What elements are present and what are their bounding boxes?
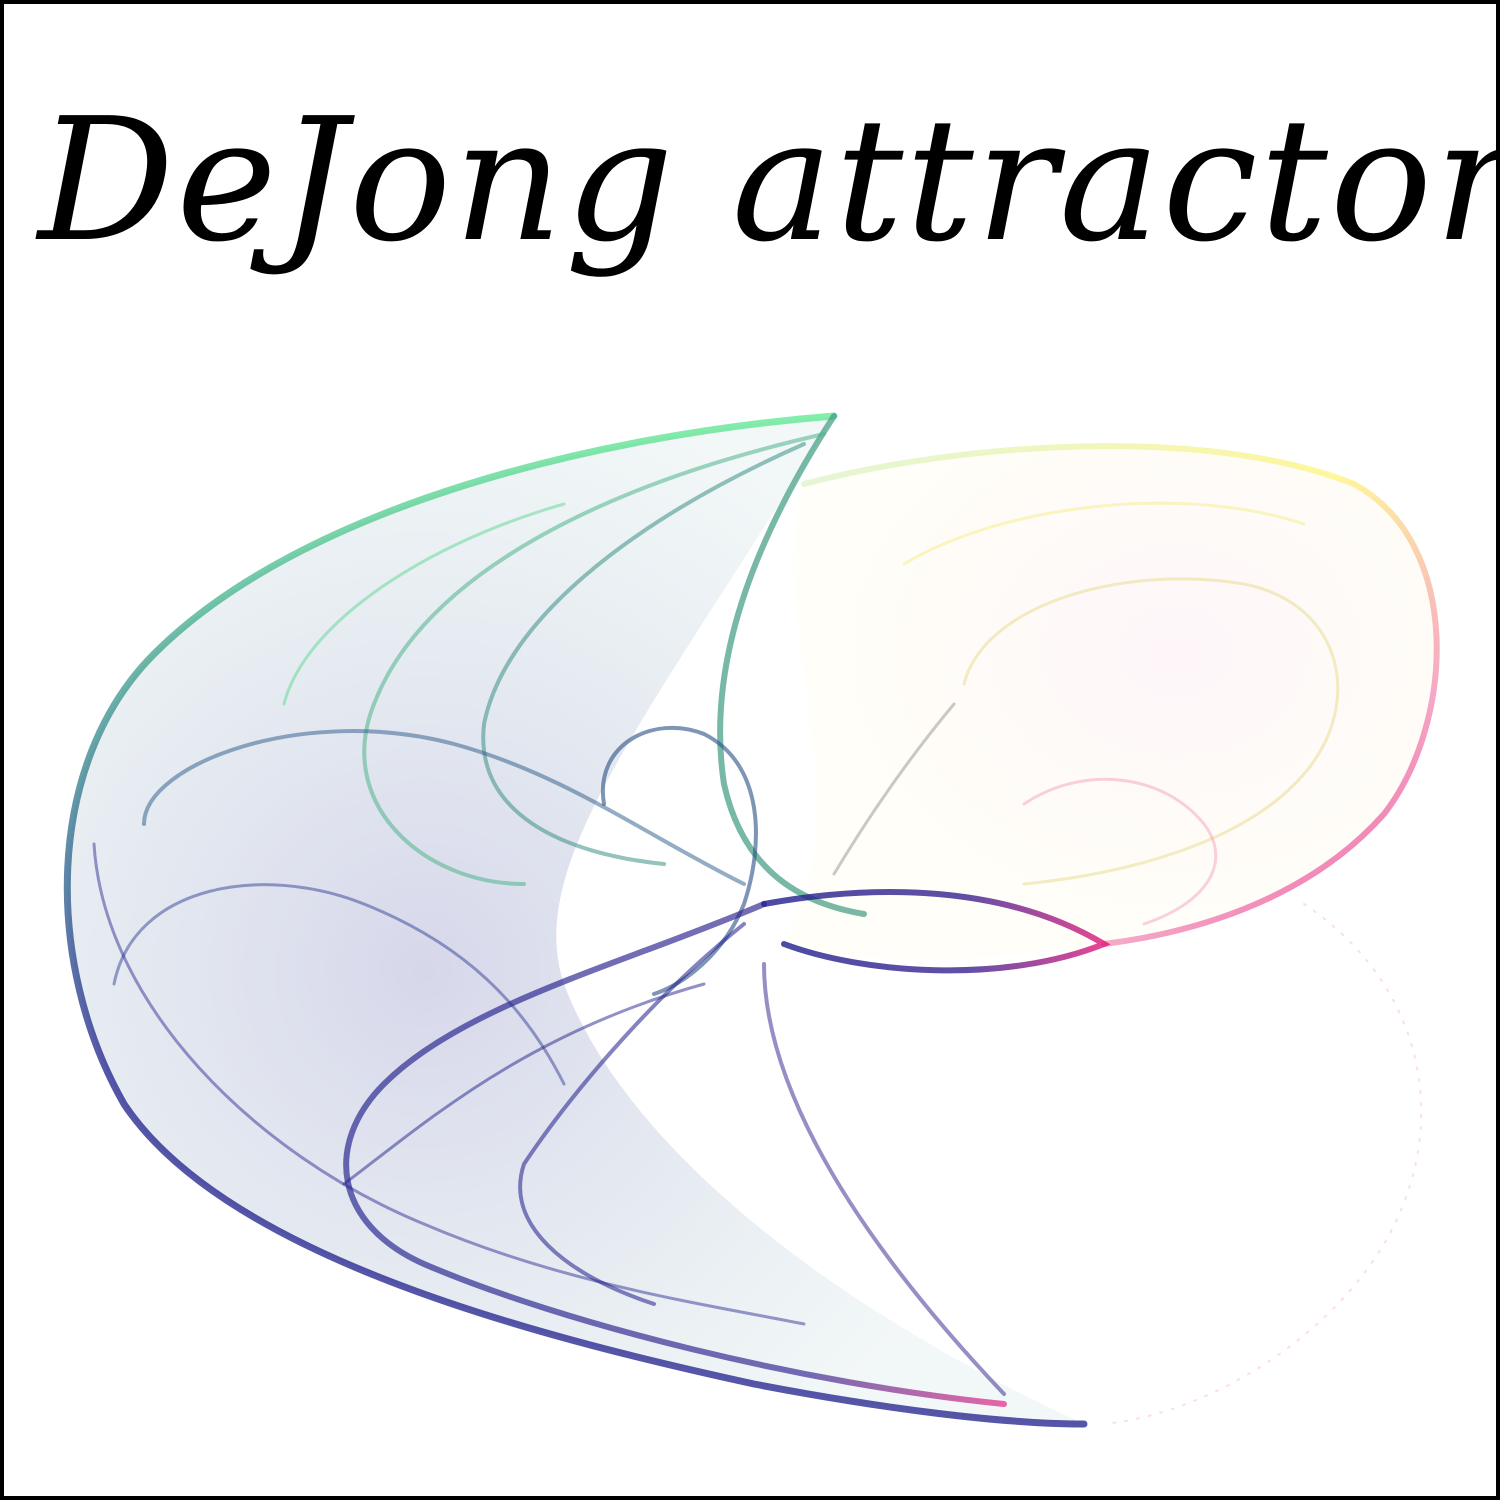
attractor-strokes	[63, 412, 1440, 1428]
attractor-illustration	[63, 412, 1440, 1428]
page-title: DeJong attractor	[38, 82, 1500, 280]
right-lobe-fill	[784, 446, 1437, 959]
left-lobe-fill	[67, 416, 1084, 1424]
